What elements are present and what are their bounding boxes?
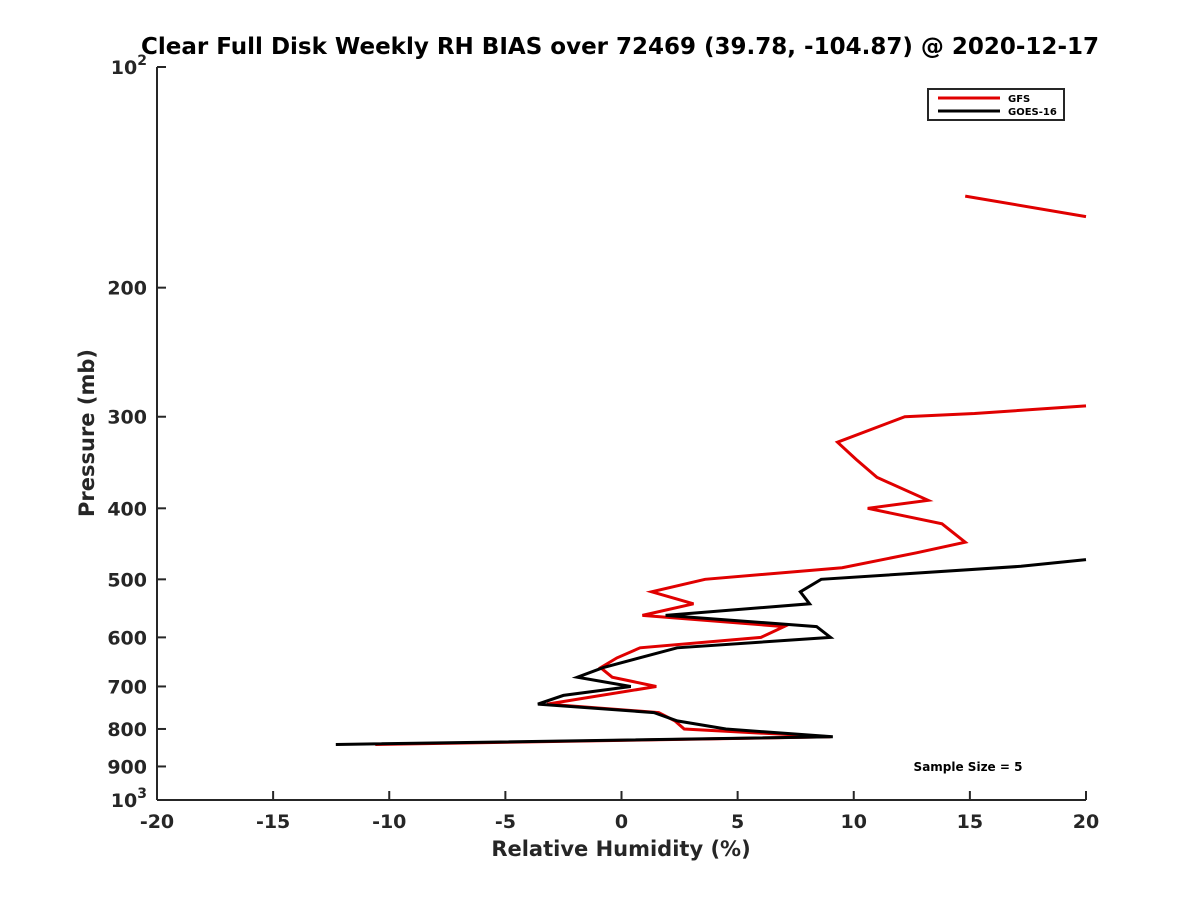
x-tick-label: -20 xyxy=(140,811,174,833)
axes-layer: -20 -15 -10 -5 0 5 10 15 20 102 200 300 400 500 600 700… xyxy=(107,53,1099,833)
y-tick-label: 400 xyxy=(107,498,147,520)
series-layer xyxy=(335,194,1087,746)
x-axis-label: Relative Humidity (%) xyxy=(491,837,750,861)
y-tick-label: 800 xyxy=(107,719,147,741)
legend: GFS GOES-16 xyxy=(927,88,1065,121)
x-tick-label: -10 xyxy=(372,811,406,833)
x-tick-label: -15 xyxy=(256,811,290,833)
x-tick-label: -5 xyxy=(495,811,516,833)
y-tick-label: 600 xyxy=(107,627,147,649)
y-tick-label: 200 xyxy=(107,278,147,300)
series-line-gfs xyxy=(964,194,1087,219)
series-line-goes-16 xyxy=(335,558,1087,746)
sample-size-annotation: Sample Size = 5 xyxy=(914,760,1023,774)
x-tick-label: 15 xyxy=(957,811,983,833)
y-tick-label: 900 xyxy=(107,756,147,778)
legend-entry-label: GOES-16 xyxy=(1008,107,1057,118)
y-tick-label: 300 xyxy=(107,407,147,429)
legend-entry-label: GFS xyxy=(1008,94,1030,105)
x-tick-label: 10 xyxy=(841,811,867,833)
x-tick-label: 20 xyxy=(1073,811,1099,833)
y-tick-label: 500 xyxy=(107,569,147,591)
y-tick-label: 103 xyxy=(111,786,147,812)
y-tick-label: 700 xyxy=(107,676,147,698)
legend-box xyxy=(927,88,1065,121)
y-axis-label: Pressure (mb) xyxy=(75,349,99,517)
x-tick-label: 0 xyxy=(615,811,628,833)
x-tick-label: 5 xyxy=(731,811,744,833)
chart-title: Clear Full Disk Weekly RH BIAS over 7246… xyxy=(141,34,1099,60)
y-tick-label: 102 xyxy=(111,53,147,79)
series-line-gfs xyxy=(375,404,1087,746)
